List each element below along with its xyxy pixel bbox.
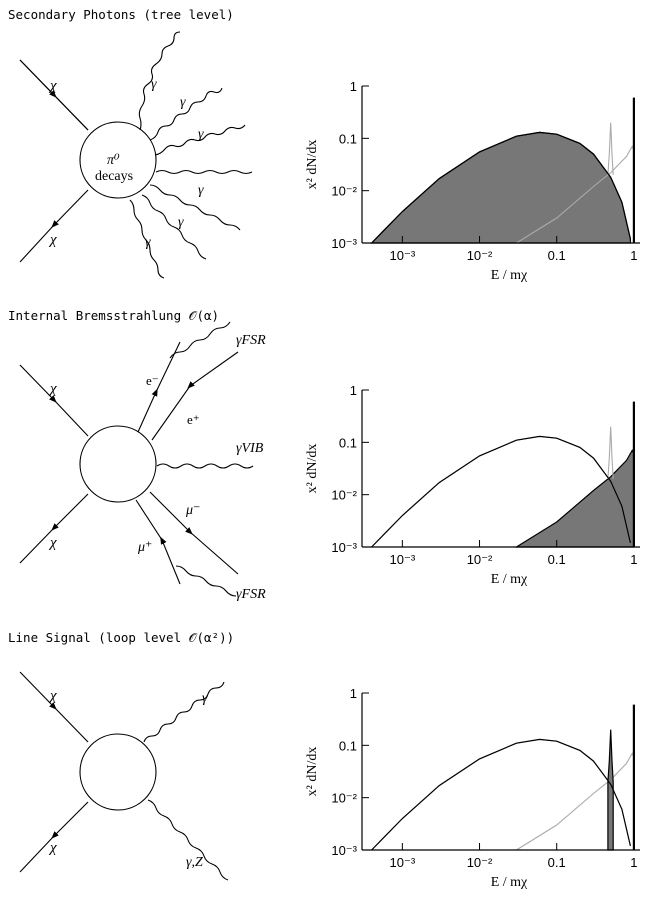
chart-0: 10⁻³ 10⁻² 0.1 1 1 0.1 10⁻² 10⁻³ E / mχ x² dN/dx xyxy=(305,79,640,283)
diagram-line xyxy=(19,671,229,881)
x-axis-label: E / mχ xyxy=(491,572,528,587)
x-tick-label: 1 xyxy=(630,552,637,567)
gamma-fsr-label: γFSR xyxy=(236,333,266,348)
total-envelope xyxy=(371,131,631,244)
y-tick-label: 0.1 xyxy=(339,435,357,450)
y-tick-label: 1 xyxy=(350,686,357,701)
series-line xyxy=(516,145,635,244)
decays-label: decays xyxy=(95,169,133,184)
gamma-label: γ xyxy=(151,77,157,92)
chi-label: χ xyxy=(48,840,57,856)
y-tick-label: 0.1 xyxy=(339,738,357,753)
y-axis-label: x² dN/dx xyxy=(305,747,320,797)
gamma-label: γ xyxy=(198,127,204,142)
series-line xyxy=(607,122,614,175)
panel-title-secondary: Secondary Photons (tree level) xyxy=(8,7,234,22)
pi0-label: π⁰ xyxy=(107,153,120,168)
y-tick-label: 10⁻³ xyxy=(331,236,357,251)
gamma-label: γ xyxy=(145,235,151,250)
x-tick-label: 10⁻² xyxy=(467,855,493,870)
chart-2: 10⁻³ 10⁻² 0.1 1 1 0.1 10⁻² 10⁻³ E / mχ x² dN/dx xyxy=(305,686,640,890)
x-tick-label: 0.1 xyxy=(548,855,566,870)
diagram-ib-labels: χ χ e⁻ e⁺ γFSR γVIB μ⁻ μ⁺ γFSR xyxy=(48,333,266,602)
gamma-vib-label: γVIB xyxy=(236,441,264,456)
y-tick-label: 0.1 xyxy=(339,131,357,146)
chi-label: χ xyxy=(48,535,57,551)
x-tick-label: 10⁻³ xyxy=(390,855,416,870)
y-tick-label: 10⁻² xyxy=(331,791,357,806)
chi-label: χ xyxy=(48,232,57,248)
y-tick-label: 10⁻³ xyxy=(331,540,357,555)
y-tick-label: 10⁻² xyxy=(331,184,357,199)
gamma-fsr-label: γFSR xyxy=(236,587,266,602)
positron-label: e⁺ xyxy=(187,412,200,427)
electron-label: e⁻ xyxy=(146,373,159,388)
x-tick-label: 1 xyxy=(630,248,637,263)
x-axis-label: E / mχ xyxy=(491,875,528,890)
series-area xyxy=(514,449,635,548)
chi-label: χ xyxy=(48,78,57,94)
gamma-z-label: γ,Z xyxy=(186,855,203,870)
x-tick-label: 10⁻³ xyxy=(390,552,416,567)
panel-title-ib: Internal Bremsstrahlung 𝒪(α) xyxy=(8,308,219,323)
series-line xyxy=(607,426,614,479)
x-tick-label: 10⁻² xyxy=(467,552,493,567)
x-tick-label: 10⁻² xyxy=(467,248,493,263)
x-tick-label: 10⁻³ xyxy=(390,248,416,263)
gamma-label: γ xyxy=(202,691,208,706)
diagram-line-labels: χ χ γ γ,Z xyxy=(48,688,208,870)
chi-label: χ xyxy=(48,688,57,704)
diagram-secondary xyxy=(19,31,253,279)
x-tick-label: 0.1 xyxy=(548,248,566,263)
muon-plus-label: μ⁺ xyxy=(137,540,152,555)
chart-1: 10⁻³ 10⁻² 0.1 1 1 0.1 10⁻² 10⁻³ E / mχ x² dN/dx xyxy=(305,383,640,587)
panel-title-line: Line Signal (loop level 𝒪(α²)) xyxy=(8,630,234,645)
x-tick-label: 1 xyxy=(630,855,637,870)
series-line xyxy=(516,752,635,851)
total-envelope xyxy=(371,738,631,851)
y-tick-label: 1 xyxy=(350,383,357,398)
y-axis-label: x² dN/dx xyxy=(305,444,320,494)
y-axis-label: x² dN/dx xyxy=(305,140,320,190)
diagram-secondary-labels: χ χ γ γ γ γ γ γ π⁰ decays xyxy=(48,77,204,250)
gamma-label: γ xyxy=(180,95,186,110)
gamma-label: γ xyxy=(198,183,204,198)
x-axis-label: E / mχ xyxy=(491,268,528,283)
y-tick-label: 1 xyxy=(350,79,357,94)
x-tick-label: 0.1 xyxy=(548,552,566,567)
gamma-label: γ xyxy=(178,215,184,230)
chi-label: χ xyxy=(48,381,57,397)
y-tick-label: 10⁻³ xyxy=(331,843,357,858)
muon-minus-label: μ⁻ xyxy=(185,503,200,518)
diagram-ib xyxy=(19,321,254,597)
series-area xyxy=(607,729,614,851)
total-envelope xyxy=(371,435,631,548)
y-tick-label: 10⁻² xyxy=(331,488,357,503)
